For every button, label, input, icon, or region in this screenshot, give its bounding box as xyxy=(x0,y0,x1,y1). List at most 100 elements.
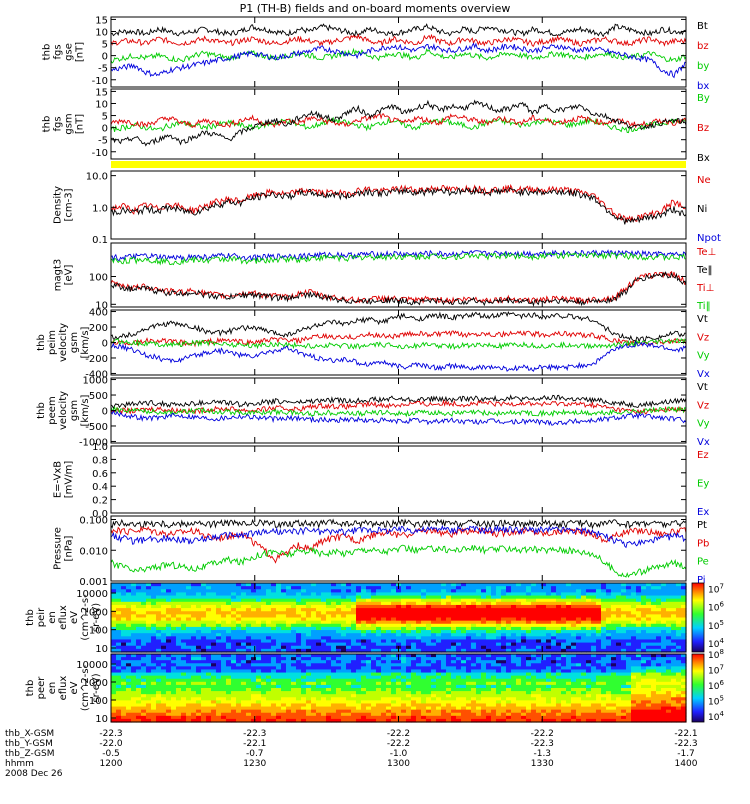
y-axis-label: thb xyxy=(42,116,53,133)
panel-frame xyxy=(111,17,686,87)
y-tick-label: 0.8 xyxy=(92,455,108,466)
y-tick-label: 0.001 xyxy=(79,577,108,588)
series-line-Vt xyxy=(111,395,686,408)
y-tick-label: 0 xyxy=(102,124,108,135)
legend-label: Vt xyxy=(697,382,708,393)
series-line-Bt xyxy=(111,24,686,36)
y-tick-label: -5 xyxy=(98,64,108,75)
y-axis-label: thb xyxy=(25,609,36,626)
y-axis-label: [cm-3] xyxy=(64,188,75,221)
y-tick-label: 1.0 xyxy=(92,442,108,453)
legend-label: Vy xyxy=(697,351,710,362)
y-axis-label: peim xyxy=(47,330,58,355)
legend-label: Vx xyxy=(697,437,710,448)
legend-label: Te‖ xyxy=(696,265,713,276)
colorbar-tick-label: 106 xyxy=(708,601,724,614)
y-axis-label: [km/s] xyxy=(80,326,91,358)
y-tick-label: 0 xyxy=(102,339,108,350)
y-axis-label: [km/s] xyxy=(80,394,91,426)
y-tick-label: 0.1 xyxy=(92,235,108,246)
legend-label: Pt xyxy=(697,520,707,531)
legend-label: Pe xyxy=(697,557,709,568)
yellow-band xyxy=(111,161,686,168)
y-axis-label: gsm xyxy=(64,113,75,134)
series-line-Vz xyxy=(111,331,686,346)
y-tick-label: 10 xyxy=(95,99,108,110)
y-axis-label: gsm xyxy=(69,332,80,353)
y-axis-label: [mV/m] xyxy=(64,461,75,499)
y-tick-label: 0 xyxy=(102,52,108,63)
y-axis-label: [nT] xyxy=(75,42,86,62)
legend-label: Npot xyxy=(697,233,721,244)
panel-frame xyxy=(111,243,686,307)
legend-label: Ey xyxy=(697,479,709,490)
legend-label: Vt xyxy=(697,314,708,325)
y-tick-label: 15 xyxy=(95,15,108,26)
legend-label: Vz xyxy=(697,332,709,343)
legend-label: Bx xyxy=(697,153,710,164)
y-axis-label: eV xyxy=(69,611,80,624)
y-axis-label: fgs xyxy=(53,116,64,131)
spectrogram-cells xyxy=(111,654,687,723)
y-axis-label: gsm xyxy=(69,400,80,421)
series-line-Vy xyxy=(111,339,686,349)
legend-label: Bz xyxy=(697,123,709,134)
y-axis-label: [nPa] xyxy=(64,535,75,561)
legend-label: Vx xyxy=(697,369,710,380)
legend-label: Ni xyxy=(697,204,707,215)
y-axis-label: gse xyxy=(64,43,75,61)
y-tick-label: 0.010 xyxy=(79,546,108,557)
legend-label: Ti⊥ xyxy=(696,283,714,294)
y-tick-label: 500 xyxy=(89,391,108,402)
y-axis-label: Pressure xyxy=(53,527,64,570)
legend-label: Vy xyxy=(697,419,710,430)
y-axis-label: thb xyxy=(36,402,47,419)
panel-frame xyxy=(111,378,686,443)
colorbar xyxy=(692,583,704,652)
y-axis-label: sr-eV) xyxy=(91,603,102,632)
y-tick-label: 0.4 xyxy=(92,482,108,493)
y-axis-label: magt3 xyxy=(53,259,64,292)
series-line-bz xyxy=(111,35,686,47)
series-line-Vy xyxy=(111,407,686,416)
y-tick-label: 400 xyxy=(89,308,108,319)
y-tick-label: 10 xyxy=(95,644,108,655)
y-tick-label: 0.2 xyxy=(92,496,108,507)
y-axis-label: Density xyxy=(53,186,64,224)
y-axis-label: E=-VxB xyxy=(53,461,64,498)
legend-label: Pb xyxy=(697,538,709,549)
y-tick-label: 10.0 xyxy=(86,172,108,183)
chart-title: P1 (TH-B) fields and on-board moments ov… xyxy=(240,2,511,15)
y-tick-label: 5 xyxy=(102,112,108,123)
y-tick-label: 200 xyxy=(89,323,108,334)
series-line-Vt xyxy=(111,312,686,342)
legend-label: Ez xyxy=(697,450,709,461)
series-line-Pe xyxy=(111,545,686,577)
y-axis-label: en xyxy=(47,611,58,624)
legend-label: Ne xyxy=(697,175,711,186)
y-axis-label: thb xyxy=(36,334,47,351)
y-axis-label: [nT] xyxy=(75,114,86,134)
colorbar-tick-label: 107 xyxy=(708,582,724,595)
spectrogram-cells xyxy=(111,583,687,653)
y-tick-label: 0.6 xyxy=(92,469,108,480)
y-axis-label: peem xyxy=(47,396,58,424)
y-tick-label: 10 xyxy=(95,27,108,38)
y-axis-label: thb xyxy=(42,44,53,61)
series-line-bx xyxy=(111,44,686,78)
series-line-Te⊥ xyxy=(111,272,686,304)
y-axis-label: eflux xyxy=(58,605,69,630)
y-axis-label: (cm^2-s- xyxy=(80,594,91,641)
legend-label: Vz xyxy=(697,400,709,411)
